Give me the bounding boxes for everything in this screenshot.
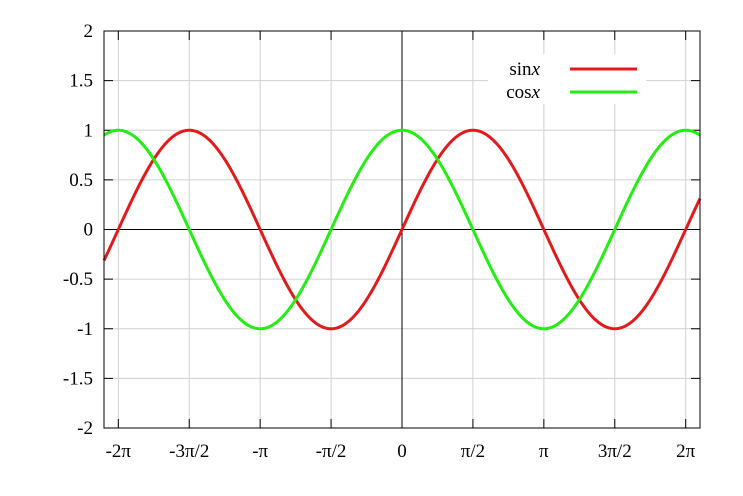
x-tick-label: -π/2 — [316, 441, 347, 462]
x-tick-label: π — [539, 441, 549, 462]
y-tick-label: 0.5 — [69, 170, 93, 191]
x-tick-label: -π — [252, 441, 268, 462]
legend-label-variable: x — [531, 59, 541, 80]
x-tick-label: 2π — [676, 441, 696, 462]
y-tick-label: -2 — [77, 418, 93, 439]
y-tick-label: -0.5 — [63, 269, 93, 290]
x-tick-label: -2π — [106, 441, 132, 462]
x-tick-label: π/2 — [461, 441, 485, 462]
y-tick-label: 1 — [84, 120, 94, 141]
y-tick-label: 0 — [84, 220, 94, 241]
sin-series-line — [102, 128, 702, 331]
x-tick-label: 3π/2 — [598, 441, 632, 462]
legend-label-cos: cosx — [506, 82, 540, 103]
legend-label-variable: x — [531, 82, 541, 103]
cos-series-line — [103, 128, 701, 331]
legend-label-prefix: cos — [506, 82, 531, 103]
legend-label-prefix: sin — [509, 59, 532, 80]
y-tick-label: 1.5 — [69, 71, 93, 92]
y-tick-label: 2 — [84, 21, 94, 42]
legend-label-sin: sinx — [509, 59, 540, 80]
x-tick-label: -3π/2 — [169, 441, 209, 462]
x-tick-label: 0 — [397, 441, 407, 462]
series-lines — [102, 128, 702, 331]
plot-frame — [103, 30, 701, 429]
y-tick-label: -1 — [77, 319, 93, 340]
tick-labels: -2π -3π/2 -π -π/2 0 π/2 π 3π/2 2π 2 1.5 1 0.5 0 -0.5 -1… — [63, 21, 696, 462]
y-tick-label: -1.5 — [63, 368, 93, 389]
